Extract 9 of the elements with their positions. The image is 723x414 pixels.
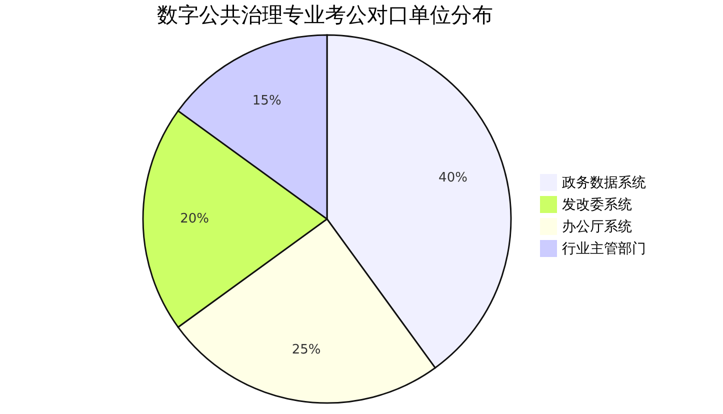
data-label: 15% <box>252 93 282 108</box>
data-label: 25% <box>292 342 321 358</box>
legend-label: 行业主管部门 <box>562 241 646 257</box>
legend-label: 办公厅系统 <box>562 219 632 235</box>
chart-title: 数字公共治理专业考公对口单位分布 <box>157 3 493 27</box>
data-label: 20% <box>180 212 209 226</box>
data-label: 40% <box>438 170 468 186</box>
legend-label: 发改委系统 <box>562 197 632 213</box>
slice-label: 政务数据系统 <box>562 175 646 191</box>
